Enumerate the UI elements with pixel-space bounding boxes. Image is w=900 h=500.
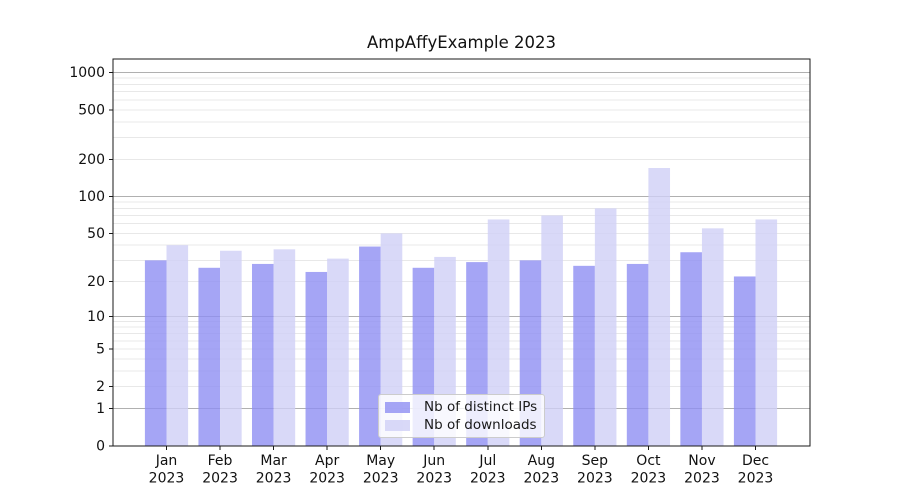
x-tick-label-month: Mar (260, 453, 287, 469)
legend-item: Nb of downloads (385, 417, 538, 433)
x-tick-label-year: 2023 (684, 471, 720, 487)
x-tick-label-year: 2023 (738, 471, 774, 487)
y-tick-label: 50 (87, 226, 105, 242)
bar-distinct-ips (680, 252, 702, 446)
bar-downloads (327, 258, 349, 446)
y-tick-label: 20 (87, 274, 105, 290)
y-tick-label: 10 (87, 309, 105, 325)
bar-downloads (541, 215, 563, 446)
bar-downloads (648, 167, 671, 446)
x-tick-label-year: 2023 (149, 471, 185, 487)
x-tick-label-month: Jun (422, 453, 445, 469)
bar-downloads (380, 233, 403, 446)
x-tick-label-year: 2023 (523, 471, 559, 487)
bar-downloads (701, 228, 724, 446)
legend: Nb of distinct IPs Nb of downloads (378, 394, 545, 438)
legend-label: Nb of distinct IPs (424, 399, 538, 415)
x-tick-label-month: Nov (688, 453, 715, 469)
legend-item: Nb of distinct IPs (385, 399, 538, 415)
y-tick-label: 0 (96, 439, 105, 455)
legend-swatch (385, 419, 410, 431)
x-tick-label-year: 2023 (309, 471, 345, 487)
bar-distinct-ips (198, 267, 221, 446)
x-tick-label-year: 2023 (631, 471, 667, 487)
y-tick-label: 2 (96, 379, 105, 395)
x-tick-label-year: 2023 (416, 471, 452, 487)
bar-distinct-ips (626, 263, 649, 446)
bar-downloads (594, 208, 617, 446)
y-axis: 0 1 2 5 10 20 50 100 200 500 1000 (69, 65, 113, 455)
x-tick-label-month: Feb (208, 453, 233, 469)
bar-distinct-ips (144, 260, 167, 446)
y-tick-label: 100 (78, 189, 105, 205)
bar-downloads (755, 219, 778, 446)
x-axis: Jan 2023 Feb 2023 Mar 2023 Apr 2023 May 2023 Jun 20… (149, 446, 774, 487)
x-tick-label-year: 2023 (256, 471, 292, 487)
bar-distinct-ips (733, 276, 756, 446)
y-tick-label: 5 (96, 342, 105, 358)
x-tick-label-year: 2023 (470, 471, 506, 487)
legend-label: Nb of downloads (424, 417, 537, 433)
bar-downloads (166, 245, 189, 446)
x-tick-label-month: May (366, 453, 395, 469)
bar-distinct-ips (251, 263, 274, 446)
x-tick-label-month: Oct (636, 453, 661, 469)
bar-downloads (220, 250, 242, 446)
axes-frame (112, 58, 811, 447)
y-tick-label: 500 (78, 102, 105, 118)
x-tick-label-month: Dec (742, 453, 769, 469)
bar-distinct-ips (359, 246, 381, 446)
chart-title: AmpAffyExample 2023 (366, 33, 557, 52)
y-tick-label: 200 (78, 152, 105, 168)
x-tick-label-year: 2023 (363, 471, 399, 487)
x-tick-label-month: Aug (528, 453, 555, 469)
x-tick-label-month: Jul (478, 453, 496, 469)
y-tick-label: 1 (96, 401, 105, 417)
y-tick-label: 1000 (69, 65, 105, 81)
x-tick-label-month: Sep (582, 453, 609, 469)
x-tick-label-year: 2023 (577, 471, 613, 487)
bar-distinct-ips (573, 265, 595, 446)
bar-downloads (487, 219, 510, 446)
bar-distinct-ips (305, 271, 328, 446)
bar-downloads (273, 249, 296, 446)
x-tick-label-month: Jan (155, 453, 178, 469)
x-tick-label-month: Apr (315, 453, 339, 469)
x-tick-label-year: 2023 (202, 471, 238, 487)
legend-swatch (385, 401, 410, 413)
